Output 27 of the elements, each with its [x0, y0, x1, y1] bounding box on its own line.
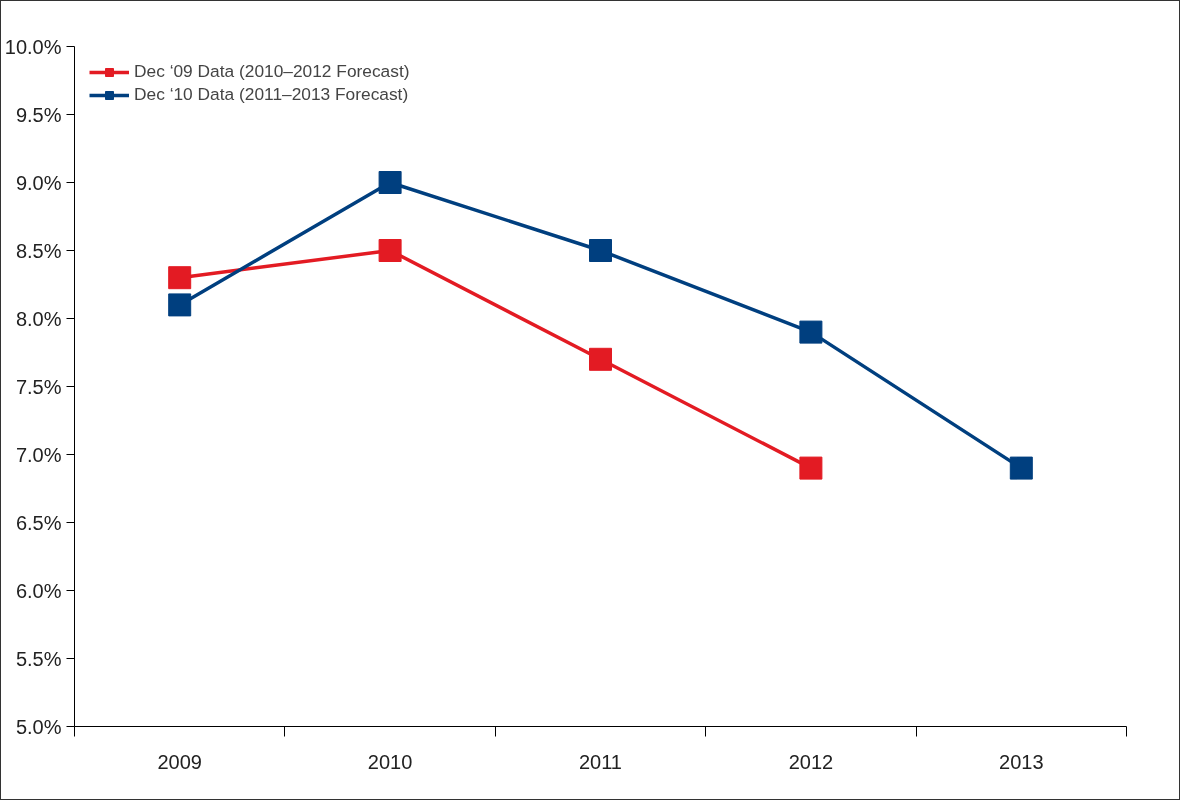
y-tick-label: 9.0%: [15, 171, 62, 194]
x-tick-label: 2009: [157, 750, 202, 773]
point: [168, 293, 192, 317]
y-tick-label: 8.5%: [15, 239, 62, 262]
y-tick-label: 6.5%: [15, 511, 62, 534]
y-tick-label: 5.5%: [15, 647, 62, 670]
point: [589, 347, 612, 371]
y-tick-label: 5.0%: [15, 715, 62, 738]
point: [168, 266, 192, 290]
y-tick-label: 7.0%: [15, 443, 62, 466]
point: [378, 239, 402, 262]
point: [589, 239, 612, 262]
point: [378, 171, 402, 194]
point: [799, 456, 823, 480]
point: [799, 320, 823, 344]
y-tick-label: 10.0%: [4, 35, 62, 58]
x-tick-label: 2011: [579, 750, 623, 773]
point: [1009, 456, 1033, 480]
legend-label: Dec ‘09 Data (2010–2012 Forecast): [134, 61, 410, 82]
legend-label: Dec ‘10 Data (2011–2013 Forecast): [134, 84, 409, 105]
y-tick-label: 7.5%: [15, 375, 62, 398]
y-tick-label: 9.5%: [15, 103, 62, 126]
y-tick-label: 6.0%: [15, 579, 62, 602]
y-tick-label: 8.0%: [15, 307, 62, 330]
x-tick-label: 2012: [788, 750, 834, 773]
x-tick-label: 2010: [367, 750, 413, 773]
x-tick-label: 2013: [999, 750, 1044, 773]
